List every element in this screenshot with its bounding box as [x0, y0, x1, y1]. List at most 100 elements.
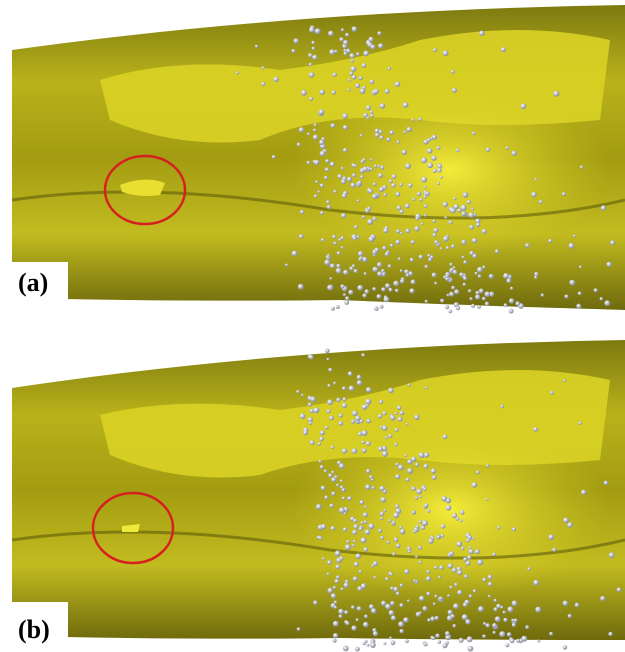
particle: [343, 148, 348, 153]
particle: [377, 271, 382, 276]
particle: [346, 49, 351, 54]
particle: [424, 642, 428, 646]
particle: [430, 616, 435, 621]
particle: [390, 601, 395, 606]
particle: [440, 247, 443, 250]
particle: [476, 223, 480, 227]
particle: [310, 397, 316, 403]
particle: [521, 636, 527, 642]
particle: [433, 169, 437, 173]
particle: [351, 183, 356, 188]
particle: [331, 471, 334, 474]
particle: [363, 512, 368, 517]
particle: [329, 416, 334, 421]
particle: [457, 590, 462, 595]
particle: [507, 632, 512, 637]
particle: [380, 536, 384, 540]
particle: [426, 592, 430, 596]
particle: [361, 353, 365, 357]
particle: [370, 110, 373, 113]
particle: [344, 610, 348, 614]
particle: [423, 195, 426, 198]
figure: (a) (b): [0, 0, 625, 652]
particle: [408, 550, 411, 553]
particle: [327, 285, 333, 291]
particle: [319, 460, 322, 463]
particle: [334, 606, 337, 609]
particle: [393, 512, 399, 518]
particle: [299, 234, 304, 239]
particle: [390, 587, 394, 591]
particle: [470, 297, 473, 300]
particle: [579, 266, 582, 269]
particle: [505, 643, 509, 647]
particle: [327, 560, 332, 565]
particle: [364, 615, 368, 619]
particle: [261, 82, 265, 86]
particle: [488, 582, 493, 587]
particle: [445, 274, 448, 277]
particle: [406, 423, 409, 426]
particle: [365, 529, 371, 535]
particle: [477, 559, 483, 565]
particle: [362, 448, 367, 453]
particle: [549, 632, 553, 636]
particle: [380, 486, 385, 491]
particle: [332, 235, 336, 239]
particle: [447, 294, 450, 297]
particle: [331, 526, 336, 531]
particle: [339, 413, 343, 417]
particle: [457, 570, 462, 575]
particle: [553, 91, 559, 97]
particle: [382, 246, 386, 250]
particle: [336, 264, 340, 268]
particle: [531, 192, 537, 198]
particle: [552, 548, 556, 552]
particle: [392, 174, 397, 179]
particle: [421, 157, 427, 163]
particle: [352, 530, 357, 535]
particle: [550, 391, 554, 395]
particle: [438, 576, 441, 579]
particle: [403, 102, 409, 108]
particle: [398, 257, 401, 260]
particle: [331, 445, 335, 449]
particle: [337, 174, 342, 179]
particle: [398, 465, 404, 471]
particle: [421, 222, 424, 225]
particle: [562, 192, 566, 196]
particle: [419, 452, 425, 458]
particle: [425, 300, 428, 303]
particle: [440, 176, 443, 179]
particle: [344, 583, 349, 588]
particle: [343, 527, 347, 531]
particle: [380, 426, 383, 429]
particle: [311, 41, 315, 45]
particle: [548, 239, 552, 243]
particle: [361, 440, 365, 444]
particle: [503, 611, 506, 614]
particle: [416, 525, 420, 529]
particle: [422, 520, 428, 526]
particle: [469, 549, 474, 554]
particle: [379, 187, 384, 192]
particle: [408, 383, 411, 386]
particle: [418, 118, 422, 122]
particle: [471, 304, 475, 308]
particle: [445, 631, 450, 636]
particle: [371, 608, 377, 614]
particle: [391, 183, 395, 187]
particle: [359, 570, 362, 573]
particle: [601, 205, 606, 210]
particle: [374, 576, 377, 579]
panel-label: (b): [18, 615, 50, 644]
particle: [445, 641, 449, 645]
particle: [321, 238, 325, 242]
particle: [335, 550, 341, 556]
particle: [364, 506, 367, 509]
particle: [421, 177, 427, 183]
particle: [338, 421, 343, 426]
particle: [400, 279, 405, 284]
particle: [395, 412, 398, 415]
particle: [516, 639, 520, 643]
